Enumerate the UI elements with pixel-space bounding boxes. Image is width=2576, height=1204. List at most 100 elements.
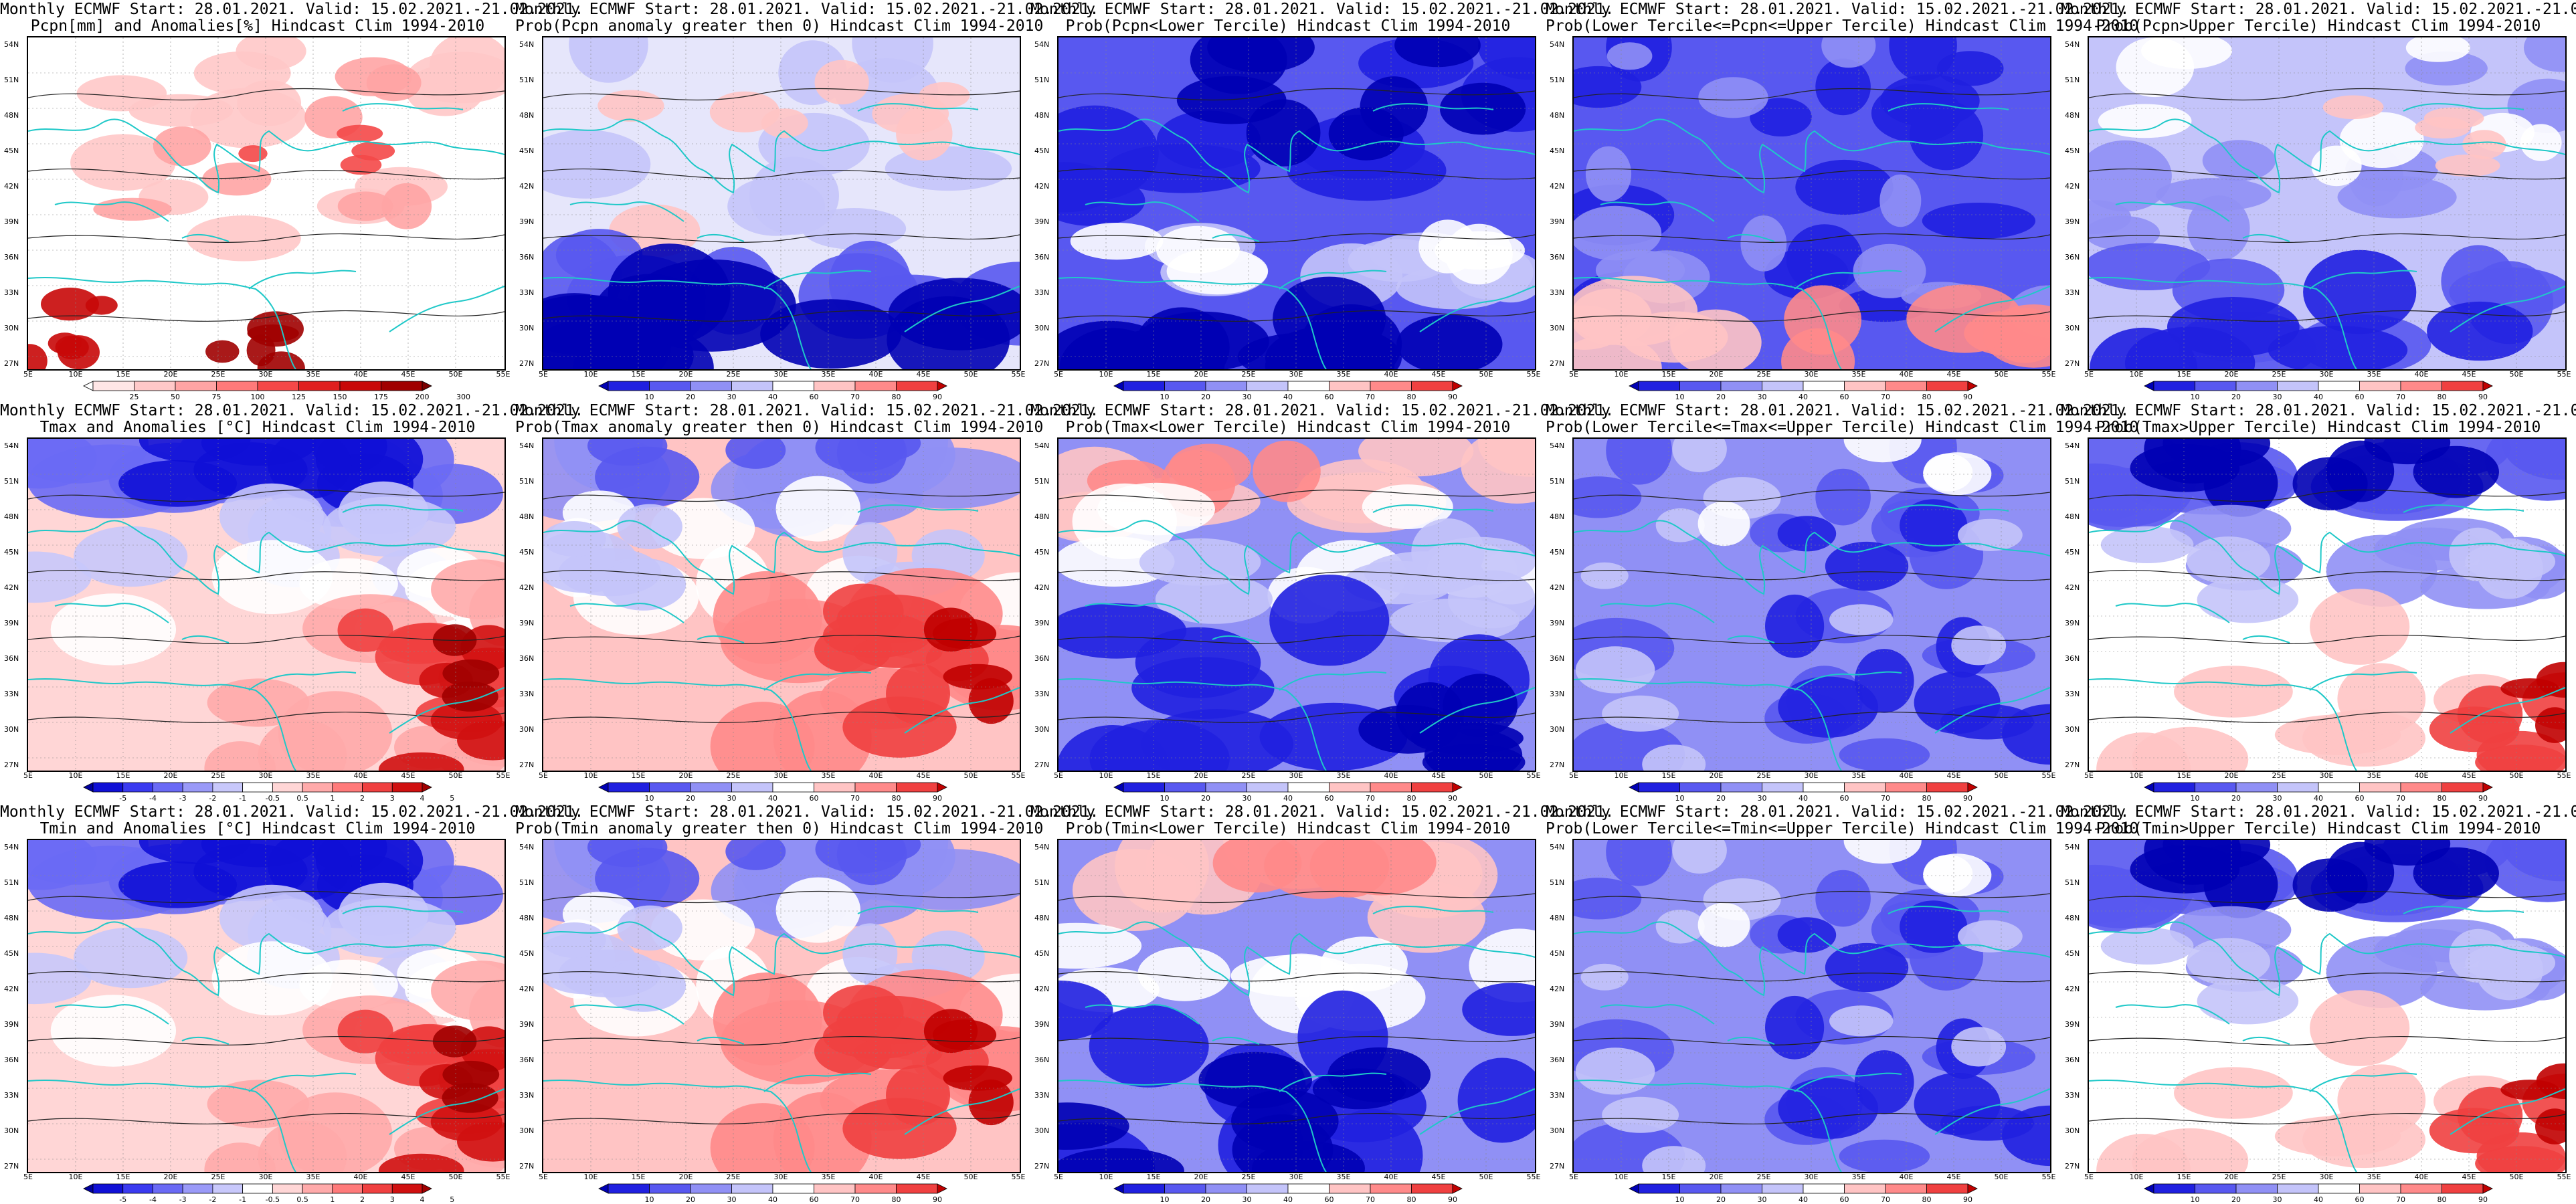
latitude-tick-label: 27N bbox=[1034, 761, 1050, 769]
colorbar-tick-label: 175 bbox=[374, 393, 388, 401]
colorbar-tick-label: 60 bbox=[1839, 393, 1849, 401]
isoline bbox=[1059, 712, 1535, 723]
colorbar-tick-label: 80 bbox=[1922, 393, 1932, 401]
latitude-tick-label: 48N bbox=[1034, 111, 1050, 120]
latitude-tick-label: 42N bbox=[4, 583, 19, 592]
latitude-tick-label: 30N bbox=[1550, 725, 1565, 734]
longitude-tick-label: 55E bbox=[2557, 1173, 2571, 1181]
latitude-tick-label: 39N bbox=[1550, 217, 1565, 226]
longitude-tick-label: 25E bbox=[211, 771, 225, 780]
longitude-tick-label: 35E bbox=[306, 771, 320, 780]
latitude-tick-label: 48N bbox=[4, 914, 19, 922]
coastline bbox=[28, 276, 296, 369]
latitude-tick-label: 54N bbox=[519, 40, 535, 49]
longitude-tick-label: 40E bbox=[2414, 370, 2429, 379]
colorbar-min-arrow bbox=[598, 782, 609, 793]
longitude-tick-label: 35E bbox=[1851, 771, 1866, 780]
isoline bbox=[1059, 1113, 1535, 1124]
latitude-tick-label: 39N bbox=[2065, 619, 2080, 627]
latitude-tick-label: 51N bbox=[1550, 76, 1565, 84]
panel-title-line2: Prob(Lower Tercile<=Tmax<=Upper Tercile)… bbox=[1546, 419, 2139, 436]
latitude-tick-label: 39N bbox=[519, 1020, 535, 1029]
colorbar-swatch bbox=[1803, 381, 1845, 391]
map-panel: Monthly ECMWF Start: 28.01.2021. Valid: … bbox=[1546, 0, 2138, 401]
longitude-tick-label: 5E bbox=[1054, 771, 1063, 780]
longitude-tick-label: 20E bbox=[1709, 1173, 1724, 1181]
colorbar-tick-label: 10 bbox=[2190, 1195, 2200, 1204]
coastline bbox=[2242, 1036, 2290, 1045]
longitude-tick-label: 40E bbox=[353, 771, 368, 780]
colorbar-swatch bbox=[1370, 1183, 1412, 1194]
longitude-tick-label: 35E bbox=[821, 370, 836, 379]
coastline bbox=[2403, 906, 2524, 914]
isoline bbox=[543, 233, 1020, 243]
colorbar-tick-label: 10 bbox=[1675, 1195, 1685, 1204]
isoline bbox=[2089, 712, 2565, 723]
isoline bbox=[543, 635, 1020, 644]
colorbar-swatch bbox=[608, 381, 650, 391]
colorbar-swatch bbox=[896, 1183, 938, 1194]
colorbar-tick-label: 10 bbox=[644, 1195, 654, 1204]
colorbar-tick-label: 20 bbox=[1716, 1195, 1726, 1204]
latitude-tick-label: 51N bbox=[1550, 878, 1565, 887]
colorbar-tick-label: 40 bbox=[768, 794, 777, 803]
coastline bbox=[543, 921, 1020, 997]
latitude-tick-label: 45N bbox=[4, 949, 19, 958]
panel-title-line1: Monthly ECMWF Start: 28.01.2021. Valid: … bbox=[1030, 402, 1615, 419]
latitude-tick-label: 27N bbox=[1550, 761, 1565, 769]
latitude-tick-label: 42N bbox=[1550, 182, 1565, 191]
colorbar-max-arrow bbox=[1967, 381, 1978, 391]
coastline bbox=[54, 603, 169, 623]
longitude-tick-label: 35E bbox=[2367, 370, 2381, 379]
longitude-tick-label: 30E bbox=[773, 1173, 788, 1181]
colorbar-tick-label: 30 bbox=[727, 393, 737, 401]
longitude-tick-label: 40E bbox=[868, 370, 883, 379]
panel-title-line1: Monthly ECMWF Start: 28.01.2021. Valid: … bbox=[0, 803, 584, 821]
coastline bbox=[342, 906, 464, 914]
latitude-tick-label: 48N bbox=[1034, 914, 1050, 922]
isoline bbox=[1059, 971, 1535, 983]
longitude-tick-label: 25E bbox=[1241, 771, 1256, 780]
latitude-tick-label: 51N bbox=[519, 878, 535, 887]
colorbar-max-arrow bbox=[422, 782, 432, 793]
colorbar-tick-label: 30 bbox=[1242, 794, 1252, 803]
longitude-tick-label: 35E bbox=[1336, 1173, 1351, 1181]
latitude-tick-label: 36N bbox=[1034, 1056, 1050, 1064]
coastline bbox=[1279, 1072, 1387, 1092]
longitude-tick-label: 35E bbox=[821, 771, 836, 780]
coastline bbox=[2450, 687, 2565, 734]
latitude-tick-label: 51N bbox=[4, 878, 19, 887]
longitude-tick-label: 45E bbox=[401, 370, 416, 379]
coastline bbox=[1600, 1004, 1715, 1025]
longitude-tick-label: 55E bbox=[1526, 1173, 1541, 1181]
colorbar-swatch bbox=[2277, 381, 2319, 391]
latitude-tick-label: 54N bbox=[1034, 441, 1050, 450]
coastline bbox=[857, 103, 979, 112]
colorbar-tick-label: 25 bbox=[129, 393, 139, 401]
latitude-tick-label: 33N bbox=[4, 1091, 19, 1100]
colorbar-swatch bbox=[242, 1183, 273, 1194]
isoline bbox=[2089, 971, 2565, 983]
longitude-tick-label: 5E bbox=[2084, 1173, 2094, 1181]
panel-title-line2: Prob(Lower Tercile<=Tmin<=Upper Tercile)… bbox=[1546, 820, 2139, 837]
colorbar-swatch bbox=[257, 381, 299, 391]
longitude-tick-label: 20E bbox=[1709, 771, 1724, 780]
colorbar-tick-label: 1 bbox=[330, 1195, 335, 1204]
isoline bbox=[28, 712, 504, 723]
colorbar-swatch bbox=[153, 782, 183, 793]
longitude-tick-label: 10E bbox=[2129, 1173, 2144, 1181]
latitude-tick-label: 51N bbox=[2065, 477, 2080, 486]
colorbar-swatch bbox=[690, 381, 732, 391]
longitude-tick-label: 30E bbox=[1289, 1173, 1303, 1181]
colorbar-swatch bbox=[1287, 782, 1329, 793]
longitude-tick-label: 25E bbox=[1756, 771, 1771, 780]
colorbar-tick-label: 80 bbox=[2437, 393, 2447, 401]
colorbar-tick-label: 60 bbox=[1324, 794, 1334, 803]
longitude-tick-label: 10E bbox=[2129, 771, 2144, 780]
latitude-tick-label: 42N bbox=[4, 182, 19, 191]
longitude-tick-label: 15E bbox=[1146, 370, 1161, 379]
panel-title-line2: Prob(Tmax anomaly greater then 0) Hindca… bbox=[515, 419, 1044, 436]
longitude-tick-label: 25E bbox=[1241, 370, 1256, 379]
longitude-tick-label: 45E bbox=[1431, 370, 1446, 379]
colorbar-min-arrow bbox=[83, 782, 94, 793]
